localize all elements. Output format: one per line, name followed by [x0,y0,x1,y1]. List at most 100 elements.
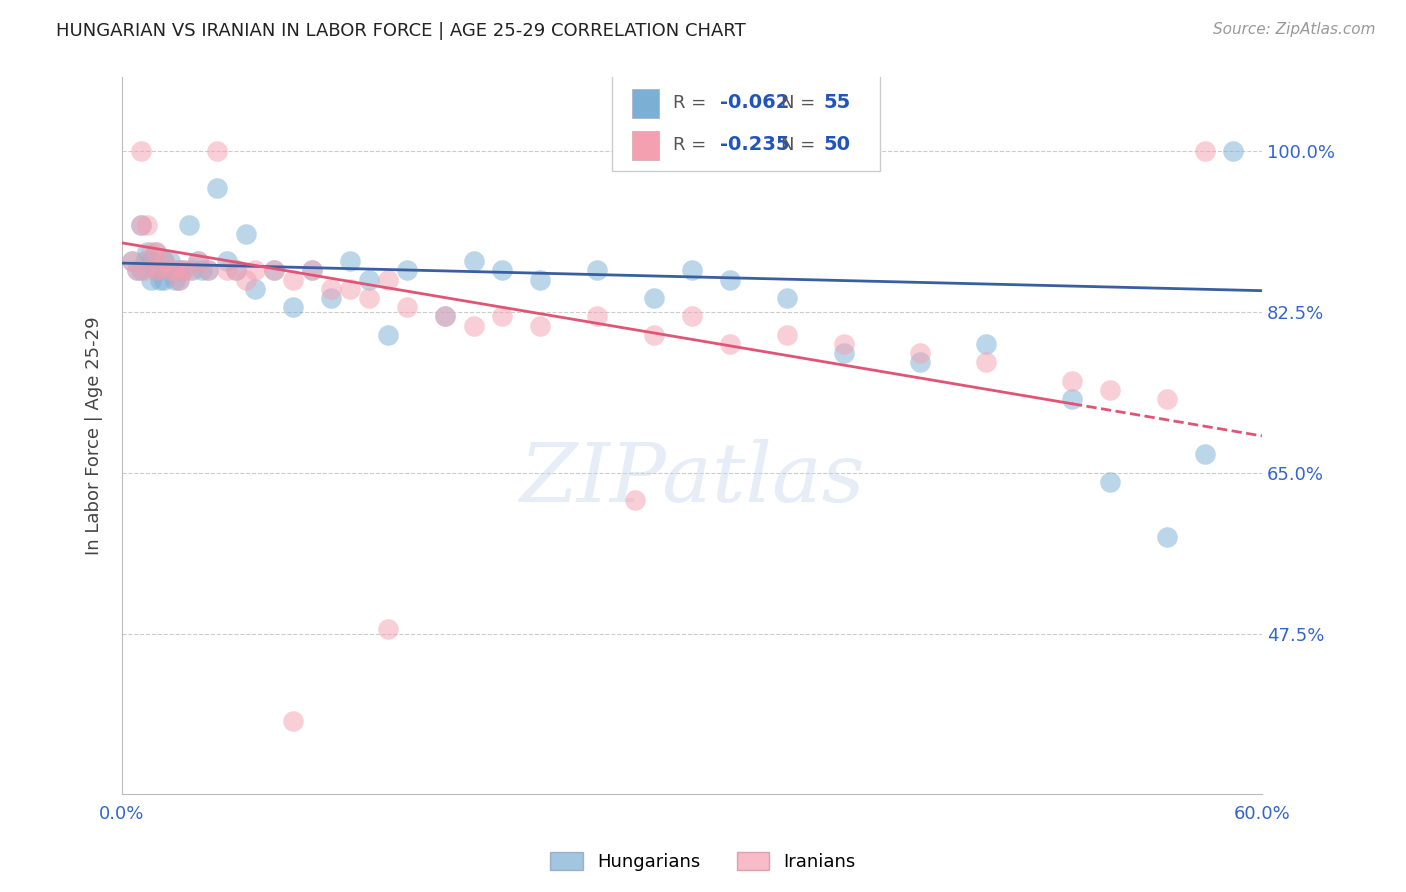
Point [225,263,247,277]
Point [129,263,152,277]
Point [301,263,323,277]
Point [832,337,855,351]
Point [145,245,167,260]
Text: N =: N = [780,136,821,153]
Point [319,282,342,296]
Point [181,263,204,277]
Point [281,300,304,314]
Point [434,310,457,324]
Point [159,263,181,277]
Point [263,263,285,277]
Point [1060,392,1083,406]
Point [463,254,485,268]
Text: Source: ZipAtlas.com: Source: ZipAtlas.com [1212,22,1375,37]
Point [377,622,399,636]
Point [205,144,228,158]
Point [357,291,380,305]
Point [197,263,219,277]
Point [129,218,152,232]
Point [187,254,209,268]
Point [301,263,323,277]
Point [127,263,149,277]
Point [235,227,257,241]
Legend: Hungarians, Iranians: Hungarians, Iranians [543,845,863,879]
Point [718,273,741,287]
Point [121,254,143,268]
Point [976,355,998,369]
Point [1156,392,1178,406]
Point [908,355,931,369]
Point [215,263,238,277]
Point [145,263,167,277]
Point [139,245,162,260]
Point [235,273,257,287]
Point [191,263,214,277]
Point [149,263,172,277]
Point [681,263,703,277]
Point [395,300,418,314]
Point [586,310,609,324]
Point [529,318,551,333]
Point [263,263,285,277]
Text: HUNGARIAN VS IRANIAN IN LABOR FORCE | AGE 25-29 CORRELATION CHART: HUNGARIAN VS IRANIAN IN LABOR FORCE | AG… [56,22,747,40]
Point [153,254,176,268]
Point [395,263,418,277]
Point [153,273,176,287]
Point [225,263,247,277]
Point [165,273,187,287]
Point [1194,144,1216,158]
Point [529,273,551,287]
Text: N =: N = [780,94,821,112]
Point [139,254,162,268]
Point [339,282,361,296]
FancyBboxPatch shape [631,89,659,118]
FancyBboxPatch shape [631,131,659,160]
Point [145,263,167,277]
Point [197,263,219,277]
Point [215,254,238,268]
Point [681,310,703,324]
Point [167,273,190,287]
Point [908,346,931,360]
Point [149,263,172,277]
Text: 50: 50 [823,136,851,154]
Point [145,245,167,260]
Point [177,263,200,277]
Point [165,263,187,277]
Point [1098,383,1121,397]
Point [243,263,266,277]
Point [135,245,157,260]
Point [643,327,665,342]
Point [134,254,156,268]
Point [187,254,209,268]
Point [159,254,181,268]
Point [357,273,380,287]
Point [177,218,200,232]
FancyBboxPatch shape [612,74,880,170]
Point [624,493,647,508]
Point [134,263,156,277]
Point [718,337,741,351]
Point [243,282,266,296]
Text: R =: R = [672,136,711,153]
Point [643,291,665,305]
Text: -0.235: -0.235 [720,136,790,154]
Point [776,291,799,305]
Point [149,273,172,287]
Point [434,310,457,324]
Point [139,273,162,287]
Point [491,263,513,277]
Point [339,254,361,268]
Point [159,263,181,277]
Point [463,318,485,333]
Point [1060,374,1083,388]
Point [491,310,513,324]
Text: R =: R = [672,94,711,112]
Point [172,263,194,277]
Point [167,263,190,277]
Point [319,291,342,305]
Point [121,254,143,268]
Point [127,263,149,277]
Point [586,263,609,277]
Text: 55: 55 [823,93,851,112]
